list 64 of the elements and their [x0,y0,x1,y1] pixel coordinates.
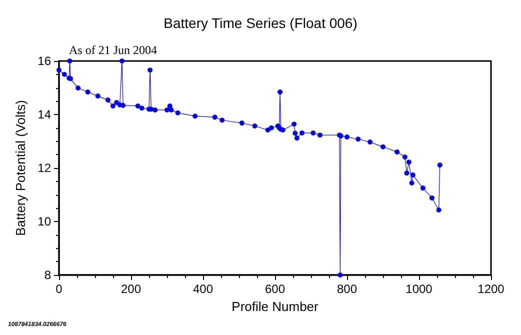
point [278,90,283,95]
point [239,120,244,126]
point [436,208,442,212]
x-tick-label: 200 [120,282,142,296]
x-tick-label: 1200 [478,282,505,296]
point [85,90,90,95]
y-tick-label: 8 [44,268,52,282]
point [406,160,412,165]
point [152,107,158,112]
x-tick-label: 400 [192,282,214,296]
point [338,272,343,278]
point [292,122,297,127]
x-axis-title: Profile Number [232,298,320,314]
point [76,86,81,91]
point [368,140,373,145]
x-tick-label: 600 [264,282,286,296]
point [252,124,258,128]
point [212,114,218,120]
point [105,98,110,103]
point [62,72,67,77]
point [168,107,174,112]
point [110,103,116,108]
point [300,130,304,136]
point [294,136,300,141]
point [67,58,72,64]
point [402,154,408,160]
y-tick-label: 14 [38,108,52,122]
x-tick-label: 800 [336,282,358,296]
point [429,195,434,200]
point [139,106,144,111]
point [164,107,170,112]
point [120,58,124,64]
x-tick-label: 1000 [406,282,433,296]
point [148,68,153,73]
y-tick-label: 10 [38,214,52,228]
chart-subtitle: As of 21 Jun 2004 [69,43,158,57]
point [404,170,410,176]
point [135,103,140,108]
point [95,94,100,99]
point [220,118,225,123]
point [268,125,274,130]
point [265,128,270,133]
point [394,149,400,154]
y-tick-label: 16 [38,54,52,68]
point [292,130,298,136]
point [356,136,361,142]
point [56,68,62,73]
point [420,186,426,191]
point [410,172,416,178]
point [114,100,120,105]
point [344,134,350,140]
point [310,130,316,136]
point [167,103,172,108]
point [409,180,414,186]
point [120,102,126,108]
y-tick-label: 12 [38,161,52,175]
point [318,132,322,138]
point [192,114,198,119]
chart-title: Battery Time Series (Float 006) [164,15,358,31]
point [175,110,180,116]
point [380,144,386,150]
point [437,162,442,168]
x-tick-label: 0 [56,282,63,296]
y-axis-title: Battery Potential (Volts) [12,100,28,236]
